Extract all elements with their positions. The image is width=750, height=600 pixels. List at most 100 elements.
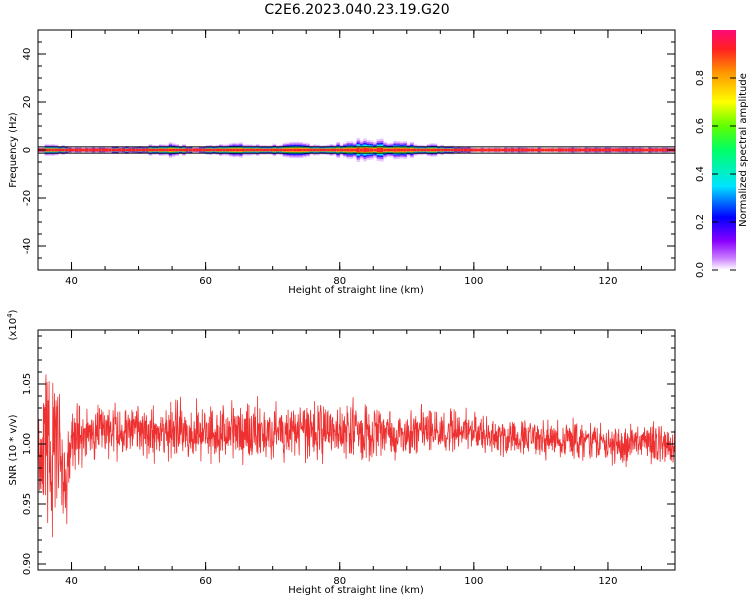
spectrogram-cell [390, 148, 394, 152]
spectrogram-y-tick-label: 0 [22, 147, 33, 153]
spectrogram-cell [618, 148, 622, 152]
spectrogram-cell [634, 148, 639, 152]
spectrogram-cell [416, 148, 421, 152]
spectrogram-cell [282, 148, 287, 152]
spectrogram-cell [651, 148, 656, 152]
spectrogram-cell [128, 148, 133, 152]
spectrogram-cell [242, 148, 247, 152]
spectrogram-y-tick-label: 20 [22, 96, 33, 109]
spectrogram-cell [470, 148, 475, 152]
spectrogram-cell [457, 148, 461, 152]
spectrogram-cell [520, 148, 525, 152]
spectrogram-cell [473, 148, 478, 152]
spectrogram-cell [420, 148, 424, 152]
spectrogram-cell [641, 148, 646, 152]
spectrogram-cell [229, 148, 233, 152]
spectrogram-x-tick-label: 120 [598, 276, 617, 287]
spectrogram-cell [339, 148, 344, 152]
spectrogram-cell [487, 148, 491, 152]
spectrogram-cell [292, 148, 297, 152]
spectrogram-cell [135, 148, 139, 152]
colorbar-ticks: 0.0 0.2 0.4 0.6 0.8 [695, 70, 736, 278]
spectrogram-cell [319, 148, 324, 152]
spectrogram-cell [78, 148, 82, 152]
spectrogram-cell [601, 148, 605, 152]
spectrogram-cell [289, 148, 294, 152]
spectrogram-cell [222, 148, 227, 152]
spectrogram-cell [661, 148, 666, 152]
spectrogram-cell [514, 148, 518, 152]
spectrogram-cell [239, 148, 243, 152]
spectrogram-cell [400, 148, 404, 152]
spectrogram-cell [359, 148, 364, 152]
spectrogram-cell [249, 148, 253, 152]
spectrogram-x-tick-label: 100 [464, 276, 483, 287]
spectrogram-cell [262, 148, 267, 152]
spectrogram-cell [165, 148, 170, 152]
spectrogram-cell [393, 148, 398, 152]
spectrogram-cell [88, 148, 92, 152]
spectrogram-cell [631, 148, 636, 152]
spectrogram-cell [336, 148, 341, 152]
spectrogram-cell [145, 148, 149, 152]
spectrogram-cell [366, 148, 371, 152]
spectrogram-cell [326, 148, 330, 152]
spectrogram-cell [524, 148, 528, 152]
spectrogram-cell [168, 148, 173, 152]
spectrogram-cell [453, 148, 458, 152]
spectrogram-x-tick-label: 80 [333, 276, 346, 287]
spectrogram-cell [574, 148, 579, 152]
spectrogram-cell [48, 148, 52, 152]
spectrogram-cell [604, 148, 609, 152]
snr-x-tick-label: 40 [65, 576, 78, 587]
spectrogram-cell [430, 148, 434, 152]
spectrogram-cell [530, 148, 535, 152]
spectrogram-cell [309, 148, 314, 152]
spectrogram-cell [413, 148, 418, 152]
snr-plot-area [38, 330, 675, 570]
spectrogram-cell [493, 148, 498, 152]
colorbar-label: Normalized spectral amplitude [738, 73, 749, 227]
spectrogram-cell [537, 148, 542, 152]
spectrogram-cell [567, 148, 572, 152]
spectrogram-cell [71, 148, 76, 152]
spectrogram-cell [396, 148, 401, 152]
spectrogram-cell [644, 148, 649, 152]
spectrogram-cell [597, 148, 602, 152]
spectrogram-cell [346, 148, 351, 152]
spectrogram-cell [540, 148, 545, 152]
spectrogram-xlabel: Height of straight line (km) [288, 285, 424, 296]
spectrogram-cell [212, 148, 216, 152]
spectrogram-cell [44, 148, 49, 152]
spectrogram-heatmap [38, 138, 676, 162]
spectrogram-cell [115, 148, 119, 152]
spectrogram-cell [450, 148, 455, 152]
spectrogram-cell [138, 148, 143, 152]
snr-scale-text: (x10 [8, 318, 19, 341]
spectrogram-cell [296, 148, 300, 152]
spectrogram-cell [624, 148, 629, 152]
spectrogram-cell [648, 148, 652, 152]
spectrogram-cell [406, 148, 411, 152]
spectrogram-cell [480, 148, 485, 152]
spectrogram-cell [322, 148, 327, 152]
spectrogram-cell [232, 148, 237, 152]
spectrogram-cell [467, 148, 471, 152]
spectrogram-cell [286, 148, 290, 152]
snr-scale-exponent: 4 [6, 313, 14, 318]
spectrogram-cell [554, 148, 558, 152]
spectrogram-cell [185, 148, 190, 152]
spectrogram-y-tick-label: -40 [22, 238, 33, 254]
spectrogram-cell [510, 148, 515, 152]
snr-x-tick-label: 120 [598, 576, 617, 587]
spectrogram-cell [577, 148, 582, 152]
spectrogram-cell [141, 148, 146, 152]
snr-panel: 40 60 80 100 120 0.90 0.95 1.00 1.05 Height of s… [6, 309, 676, 596]
spectrogram-cell [614, 148, 619, 152]
spectrogram-cell [205, 148, 210, 152]
spectrogram-cell [426, 148, 431, 152]
spectrogram-cell [333, 148, 337, 152]
spectrogram-cell [356, 147, 361, 153]
spectrogram-cell [497, 148, 501, 152]
spectrogram-cell [490, 148, 495, 152]
